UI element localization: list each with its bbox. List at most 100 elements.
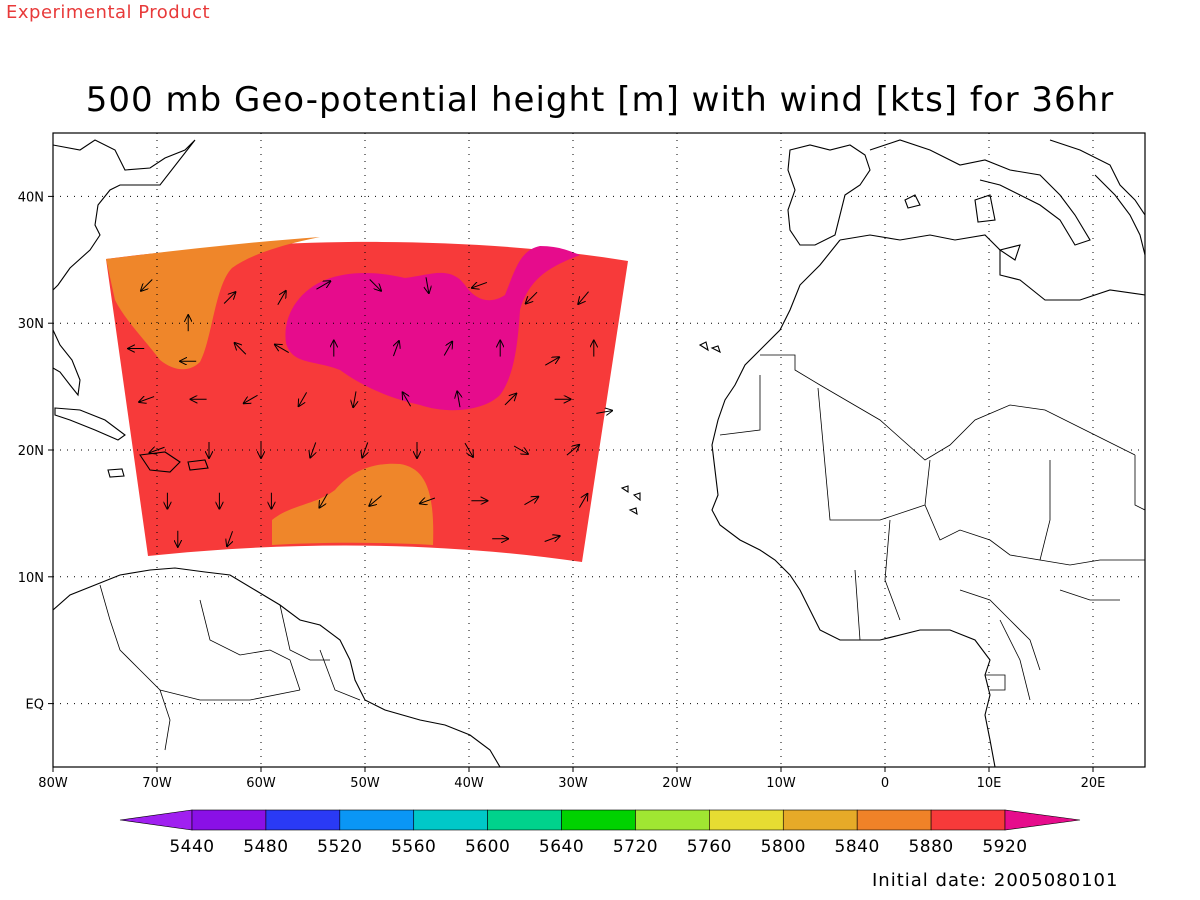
colorbar-level-label: 5800 [761,837,806,857]
lon-tick-label: 40W [454,776,484,791]
wind-arrow [235,343,247,355]
wind-arrow [223,292,235,304]
colorbar-labels: 5440 5480 5520 5560 5600 5640 5720 5760 5800 5840… [169,837,1027,857]
wind-arrow [244,394,258,403]
lon-tick-label: 20W [662,776,692,791]
south-america-coast [53,567,501,767]
jamaica-outline [107,468,125,478]
wind-arrow [353,391,356,407]
colorbar-level-label: 5600 [465,837,510,857]
lon-tick-label: 30W [558,776,588,791]
colorbar-swatch [709,809,784,831]
wind-arrow [426,277,429,293]
colorbar-swatch [265,809,341,831]
wind-arrow [403,392,412,407]
wind-arrow [299,392,308,406]
africa-borders [719,354,1145,701]
colorbar-level-label: 5880 [908,837,953,857]
florida-coast [53,329,81,397]
cuba-outline [54,407,126,441]
colorbar-high-extension [1004,809,1081,831]
south-america-borders [99,584,361,751]
colorbar-low-extension [119,809,193,831]
wind-arrow [420,498,436,503]
wind-arrow [544,536,560,541]
colorbar-swatch [561,809,636,831]
wind-arrow [578,291,589,304]
lat-tick-label: EQ [26,698,44,713]
latitude-axis: 40N 30N 20N 10N EQ [18,190,53,713]
balkans-coast [1094,174,1145,256]
canary-cape-verde-islands [620,341,721,516]
puerto-rico-outline [187,459,209,471]
colorbar-swatch [413,809,488,831]
wind-arrow [141,279,153,291]
field-5920-region [285,246,580,411]
wind-arrow [139,397,155,402]
wind-arrow [369,279,381,291]
wind-arrow [149,447,165,452]
wind-arrow [526,291,538,303]
wind-arrow [275,345,289,353]
lon-tick-label: 80W [38,776,68,791]
wind-arrow [316,281,330,290]
wind-arrow [596,411,612,414]
lon-tick-label: 10E [977,776,1002,791]
lon-tick-label: 70W [142,776,172,791]
wind-arrow [369,495,382,506]
field-5840-region-northwest [106,237,320,370]
colorbar-swatch [856,809,932,831]
wind-arrow [513,445,528,454]
initial-date: Initial date: 2005080101 [872,870,1119,891]
colorbar-level-label: 5560 [391,837,436,857]
height-field [106,237,628,562]
colorbar-level-label: 5720 [613,837,658,857]
colorbar-level-label: 5640 [539,837,584,857]
wind-arrow [578,494,587,508]
france-italy-coast [869,139,1145,246]
wind-vectors [128,277,612,546]
colorbar-level-label: 5440 [169,837,214,857]
experimental-product-label: Experimental Product [6,2,211,23]
colorbar-level-label: 5520 [317,837,362,857]
lat-tick-label: 40N [18,190,44,205]
lon-tick-label: 10W [766,776,796,791]
colorbar-swatch [487,809,562,831]
colorbar-swatch [339,809,415,831]
colorbar [119,809,1081,831]
lat-tick-label: 30N [18,317,44,332]
wind-arrow [393,341,398,357]
africa-coast [711,234,1145,767]
coastlines [53,139,1145,767]
lon-tick-label: 60W [246,776,276,791]
lon-tick-label: 50W [350,776,380,791]
wind-arrow [524,497,538,506]
field-5840-small-spot [168,310,184,326]
wind-arrow [504,394,516,406]
gridlines [53,133,1145,767]
lon-tick-label: 20E [1081,776,1106,791]
colorbar-swatch [930,809,1006,831]
wind-arrow [457,391,460,408]
mediterranean-islands [904,194,1021,261]
wind-arrow [310,442,315,457]
field-5840-region-south [272,463,434,545]
colorbar-level-label: 5840 [835,837,880,857]
colorbar-swatch [191,809,267,831]
wind-arrow [362,442,367,457]
wind-arrow [277,291,286,306]
wind-arrow [566,445,579,456]
longitude-axis: 80W 70W 60W 50W 40W 30W 20W 10W 0 10E 20E [38,767,1105,791]
north-america-coast [53,139,196,291]
hispaniola-outline [139,451,181,473]
lat-tick-label: 10N [18,571,44,586]
wind-arrow [464,442,473,457]
wind-arrow [319,493,328,508]
colorbar-level-label: 5480 [243,837,288,857]
wind-arrow [443,342,452,356]
colorbar-swatch [635,809,710,831]
wind-arrow [472,282,488,287]
colorbar-swatch [782,809,858,831]
wind-arrow [545,357,559,366]
